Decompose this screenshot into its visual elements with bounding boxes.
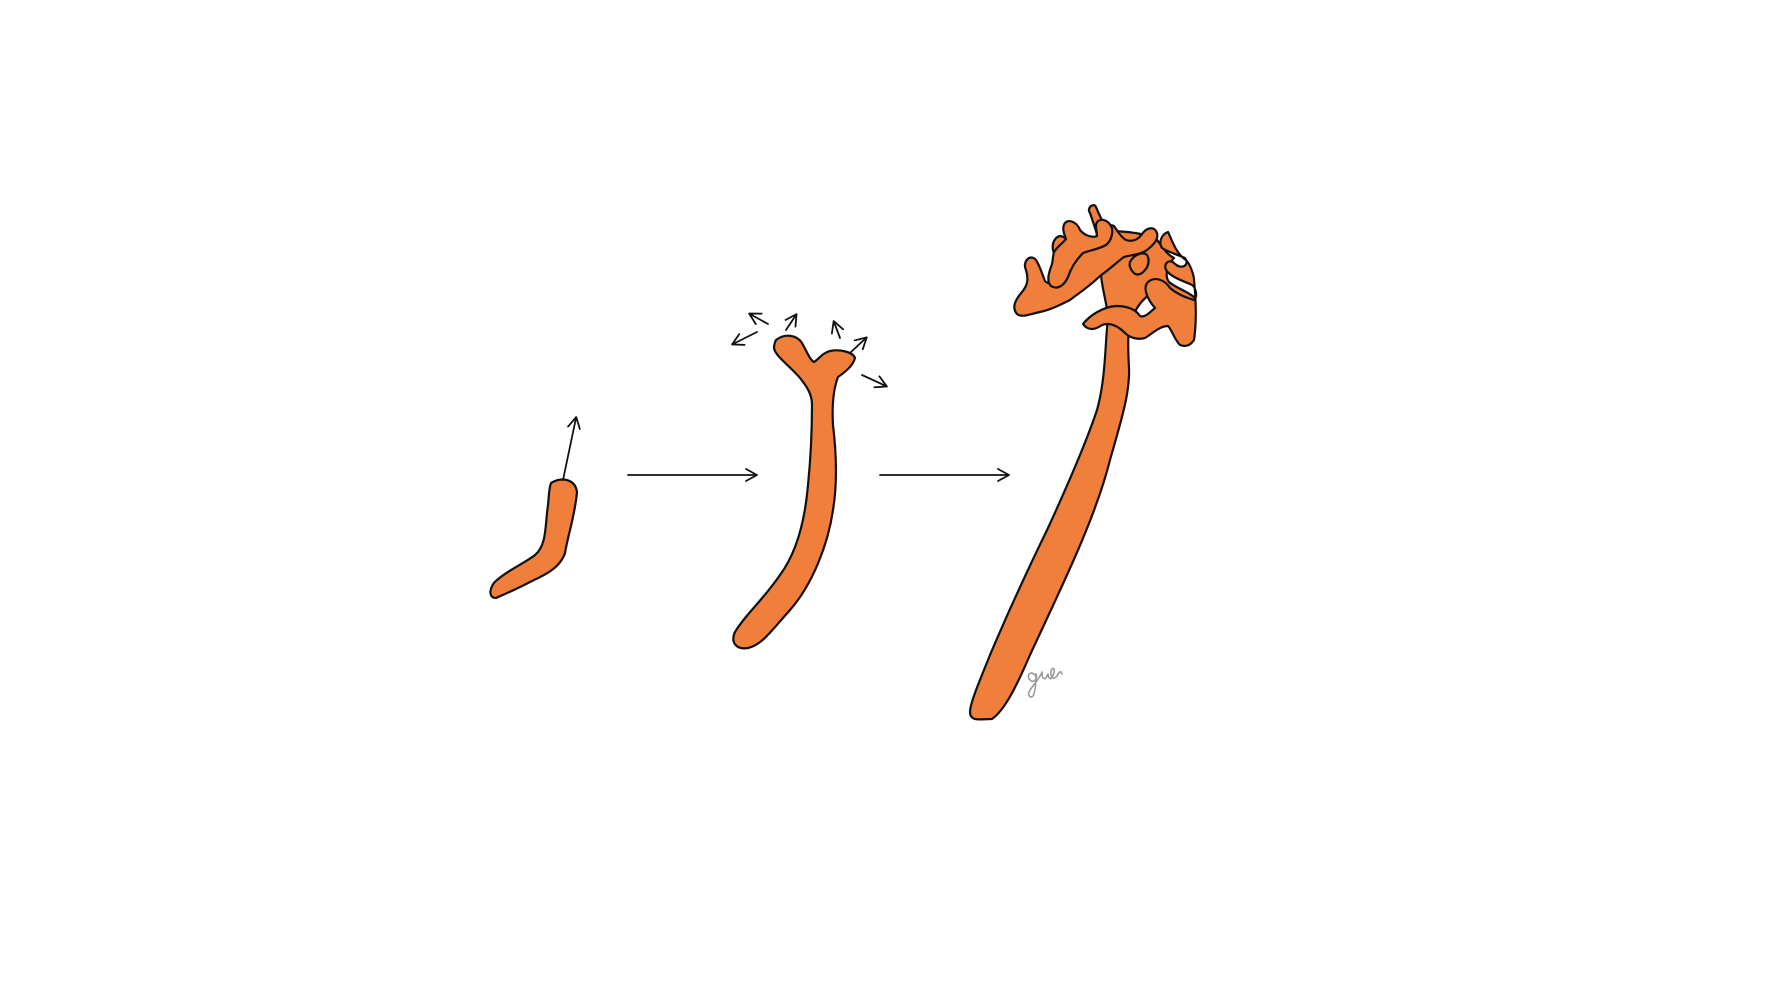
- stage-3-tree: [968, 204, 1198, 721]
- stage-2-shoot-shape: [732, 334, 857, 650]
- stage-1-bud-shape: [489, 478, 579, 600]
- stage-1-bud: [489, 416, 581, 600]
- stage-2-growth-arrow-1: [731, 331, 758, 346]
- stage-2-growth-arrow-6: [861, 374, 888, 389]
- stage-3-right-lobe-shape: [1128, 252, 1150, 276]
- stage-1-growth-arrow: [562, 416, 581, 481]
- stage-2-shoot: [731, 312, 888, 650]
- stage-2-growth-arrow-2: [748, 312, 769, 326]
- stage-2-growth-arrow-5: [850, 336, 868, 353]
- stage-3-crown-shape: [1081, 230, 1198, 348]
- artist-signature-icon: [1027, 667, 1063, 698]
- stage-3-top-cluster-shape: [1047, 218, 1114, 289]
- stage-2-growth-arrow-3: [784, 313, 798, 331]
- stage-2-growth-arrow-4: [830, 320, 845, 339]
